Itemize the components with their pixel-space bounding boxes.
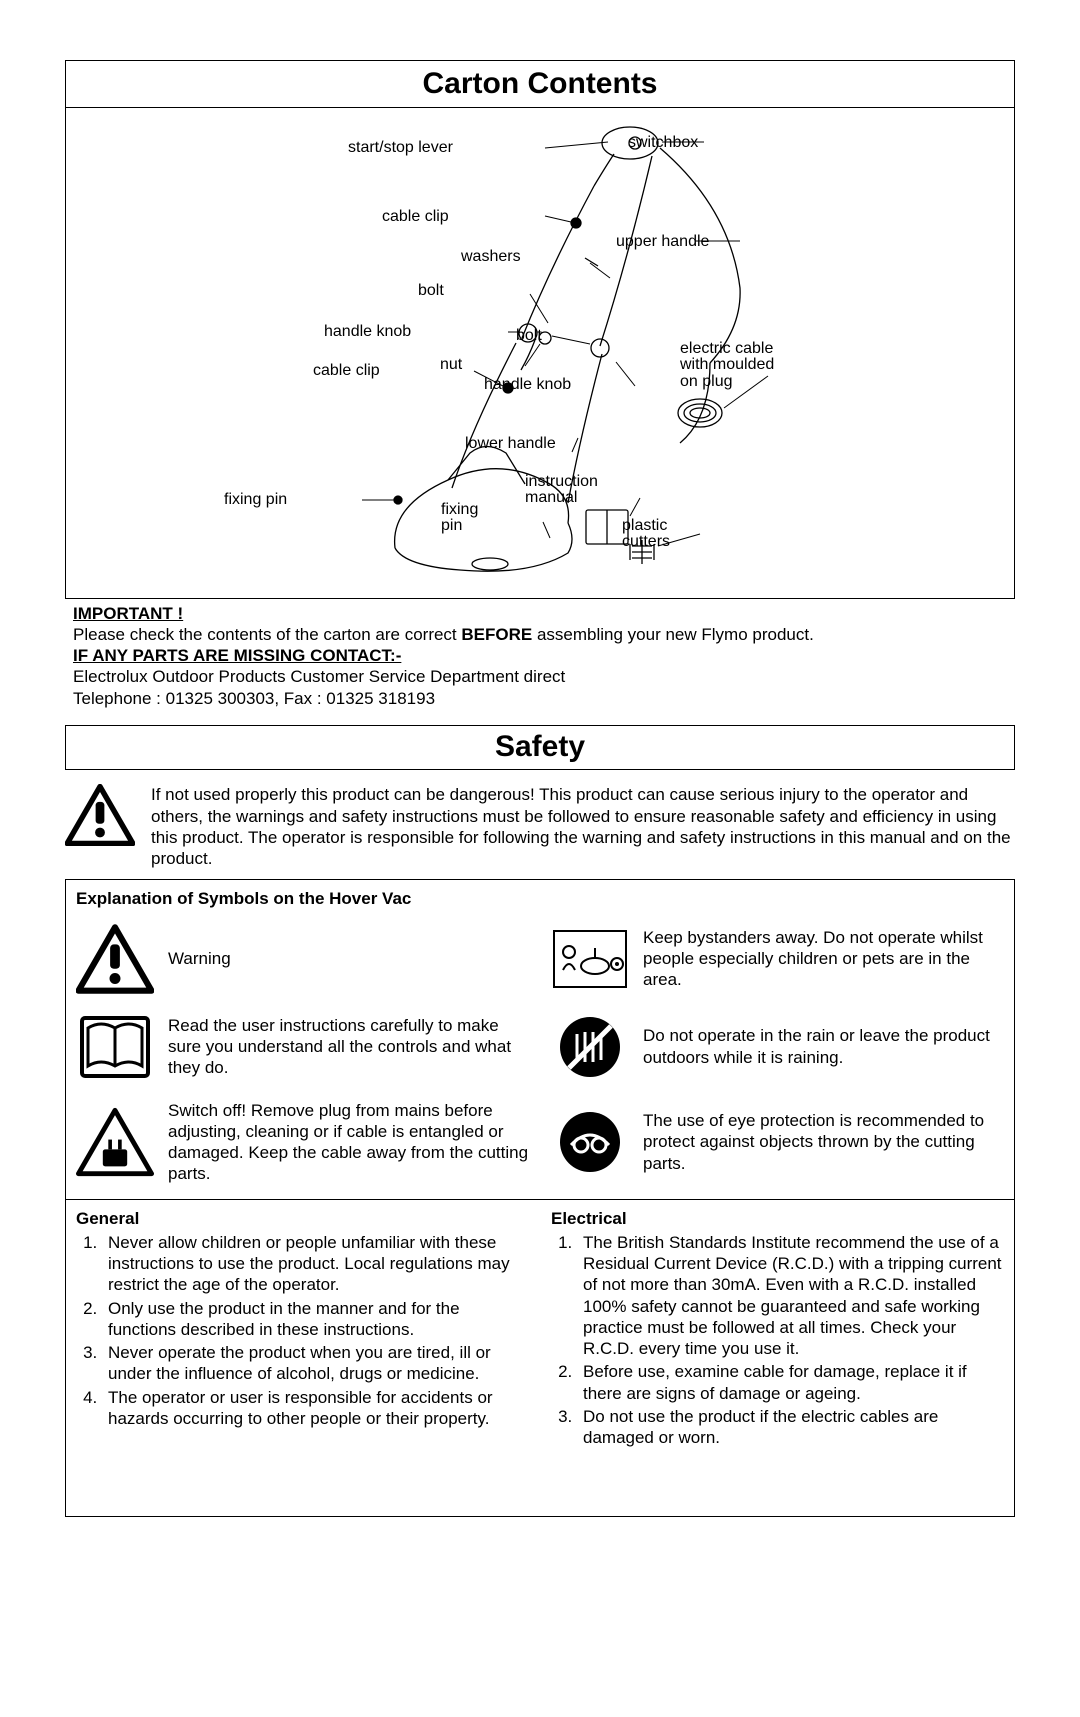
eye-protection-icon — [551, 1107, 629, 1177]
list-item: The British Standards Institute recommen… — [577, 1232, 1004, 1360]
label-fixing-pin-mid: fixingpin — [441, 502, 478, 536]
warning-icon — [76, 924, 154, 994]
list-item: Do not use the product if the electric c… — [577, 1406, 1004, 1449]
missing-line: IF ANY PARTS ARE MISSING CONTACT:- — [73, 645, 1007, 666]
label-cable-clip-top: cable clip — [382, 207, 449, 227]
check-pre: Please check the contents of the carton … — [73, 625, 461, 644]
safety-intro-text: If not used properly this product can be… — [151, 784, 1015, 869]
symbol-text: Warning — [168, 948, 231, 969]
label-bolt-top: bolt — [418, 281, 444, 301]
label-handle-knob-left: handle knob — [324, 322, 411, 342]
electrical-column: Electrical The British Standards Institu… — [551, 1208, 1004, 1451]
label-start-stop-lever: start/stop lever — [348, 138, 453, 158]
symbol-text: Keep bystanders away. Do not operate whi… — [643, 927, 1004, 991]
label-handle-knob-right: handle knob — [484, 375, 571, 395]
symbol-text: Do not operate in the rain or leave the … — [643, 1025, 1004, 1068]
symbol-text: Read the user instructions carefully to … — [168, 1015, 529, 1079]
list-item: Only use the product in the manner and f… — [102, 1298, 529, 1341]
safety-title: Safety — [66, 728, 1014, 766]
electrical-list: The British Standards Institute recommen… — [551, 1232, 1004, 1449]
general-list: Never allow children or people unfamilia… — [76, 1232, 529, 1429]
important-title: IMPORTANT ! — [73, 603, 1007, 624]
bystanders-icon — [551, 924, 629, 994]
symbol-row: Switch off! Remove plug from mains befor… — [76, 1100, 529, 1185]
list-item: The operator or user is responsible for … — [102, 1387, 529, 1430]
no-rain-icon — [551, 1012, 629, 1082]
list-item: Never allow children or people unfamilia… — [102, 1232, 529, 1296]
label-plastic-cutters: plasticcutters — [622, 518, 670, 552]
important-check-line: Please check the contents of the carton … — [73, 624, 1007, 645]
carton-diagram: start/stop lever switchbox cable clip up… — [66, 108, 1014, 598]
phone-line: Telephone : 01325 300303, Fax : 01325 31… — [73, 688, 1007, 709]
label-switchbox: switchbox — [628, 133, 698, 153]
symbol-text: Switch off! Remove plug from mains befor… — [168, 1100, 529, 1185]
symbol-row: The use of eye protection is recommended… — [551, 1100, 1004, 1185]
carton-contents-section: Carton Contents — [65, 60, 1015, 599]
hover-vac-illustration — [190, 108, 890, 598]
label-upper-handle: upper handle — [616, 232, 709, 252]
read-manual-icon — [76, 1012, 154, 1082]
label-cable-clip-mid: cable clip — [313, 361, 380, 381]
label-instruction-manual: instructionmanual — [525, 474, 598, 508]
before-word: BEFORE — [461, 625, 532, 644]
carton-title: Carton Contents — [66, 65, 1014, 103]
symbol-row: Warning — [76, 924, 529, 994]
symbols-title: Explanation of Symbols on the Hover Vac — [76, 888, 1004, 909]
symbol-row: Read the user instructions carefully to … — [76, 1012, 529, 1082]
label-fixing-pin-left: fixing pin — [224, 490, 287, 510]
important-block: IMPORTANT ! Please check the contents of… — [65, 599, 1015, 719]
label-bolt-mid: bolt — [516, 326, 542, 346]
list-item: Never operate the product when you are t… — [102, 1342, 529, 1385]
safety-intro: If not used properly this product can be… — [65, 770, 1015, 879]
warning-triangle-icon — [65, 784, 135, 846]
label-lower-handle: lower handle — [465, 434, 556, 454]
list-item: Before use, examine cable for damage, re… — [577, 1361, 1004, 1404]
symbol-row: Do not operate in the rain or leave the … — [551, 1012, 1004, 1082]
electrical-title: Electrical — [551, 1208, 1004, 1229]
switch-off-icon — [76, 1107, 154, 1177]
lists-box: General Never allow children or people u… — [65, 1200, 1015, 1518]
label-nut: nut — [440, 355, 462, 375]
safety-title-box: Safety — [65, 725, 1015, 771]
label-washers: washers — [461, 247, 521, 267]
carton-title-box: Carton Contents — [66, 61, 1014, 108]
general-title: General — [76, 1208, 529, 1229]
check-post: assembling your new Flymo product. — [532, 625, 814, 644]
symbol-text: The use of eye protection is recommended… — [643, 1110, 1004, 1174]
symbols-box: Explanation of Symbols on the Hover Vac … — [65, 879, 1015, 1199]
general-column: General Never allow children or people u… — [76, 1208, 529, 1451]
dept-line: Electrolux Outdoor Products Customer Ser… — [73, 666, 1007, 687]
label-electric-cable: electric cablewith mouldedon plug — [680, 341, 774, 391]
symbol-row: Keep bystanders away. Do not operate whi… — [551, 924, 1004, 994]
